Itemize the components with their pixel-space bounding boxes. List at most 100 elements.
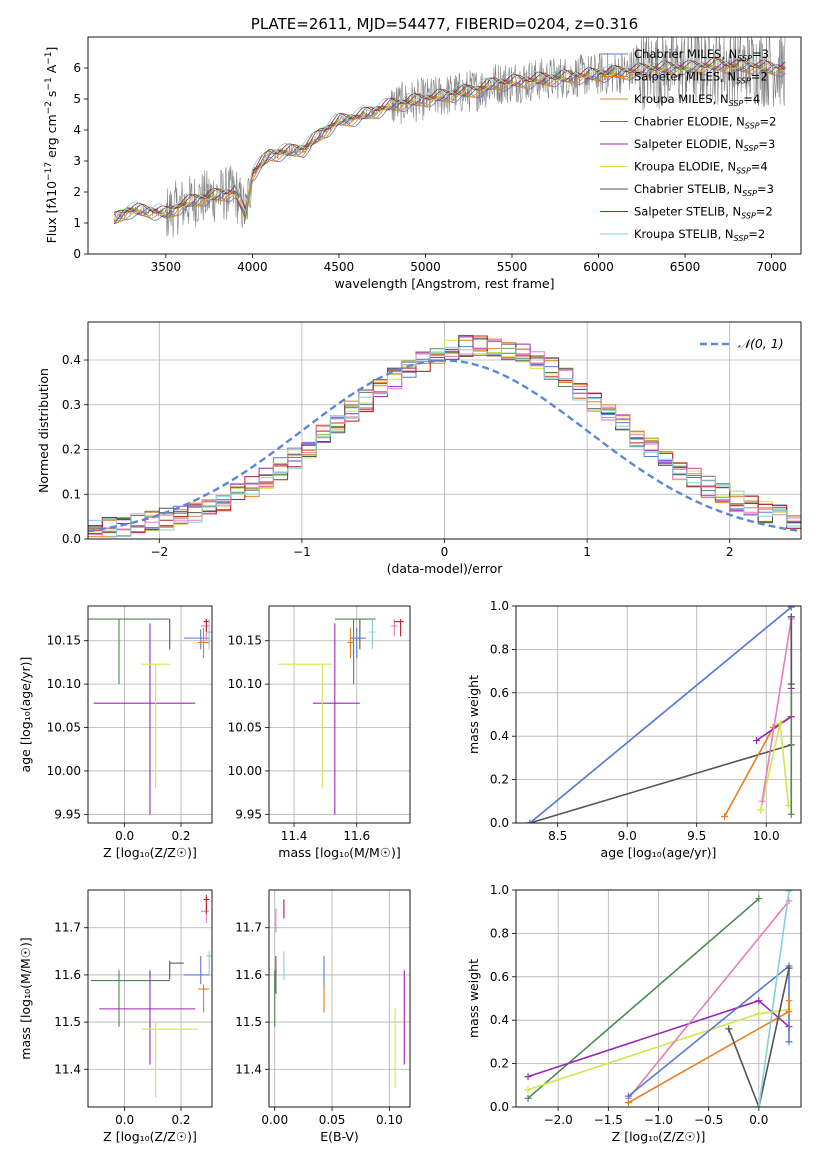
plot-area — [278, 618, 404, 815]
weight-line — [529, 606, 792, 823]
y-tick-label: 11.7 — [235, 921, 262, 935]
y-tick-label: 4 — [73, 123, 81, 137]
weight-marker — [755, 895, 763, 903]
weight-marker — [785, 1008, 793, 1016]
y-tick-label: 11.7 — [54, 921, 81, 935]
plot-area — [90, 894, 212, 1098]
x-tick-label: −2 — [150, 545, 168, 559]
weight-marker — [785, 897, 793, 905]
axes-frame — [87, 889, 213, 1108]
y-tick-label: 0.3 — [62, 398, 81, 412]
x-tick-label: 3500 — [151, 260, 182, 274]
weight-marker — [787, 810, 795, 818]
y-tick-label: 3 — [73, 154, 81, 168]
weight-marker — [787, 613, 795, 621]
y-tick-label: 0.2 — [490, 1057, 509, 1071]
y-tick-label: 0.0 — [62, 532, 81, 546]
y-tick-label: 10.10 — [228, 677, 262, 691]
panel-mass-vs-ebv: 0.00 0.05 0.10 11.4 11.5 11.6 11.7 E(B-V) — [235, 889, 411, 1144]
weight-line — [727, 967, 790, 1107]
legend-entry: Salpeter ELODIE, NSSP=3 — [634, 137, 775, 153]
y-tick-label: 0.4 — [62, 353, 81, 367]
y-axis-label: Normed distribution — [36, 368, 51, 493]
normal-curve — [88, 359, 801, 533]
x-axis-label: Z [log₁₀(Z/Z☉)] — [103, 1129, 197, 1144]
x-tick-label: 9.0 — [618, 829, 637, 843]
histogram-step — [88, 339, 801, 535]
y-tick-label: 10.05 — [228, 721, 262, 735]
legend-entry: Chabrier STELIB, NSSP=3 — [634, 182, 774, 198]
weight-marker — [755, 1010, 763, 1018]
x-tick-label: 5000 — [410, 260, 441, 274]
axes-frame — [87, 605, 213, 824]
y-tick-label: 11.4 — [235, 1062, 262, 1076]
weight-line — [529, 744, 792, 823]
x-tick-label: 9.5 — [687, 829, 706, 843]
legend-entry: Kroupa STELIB, NSSP=2 — [634, 227, 765, 243]
x-axis-label: age [log₁₀(age/yr)] — [601, 845, 717, 860]
x-axis-label: Z [log₁₀(Z/Z☉)] — [103, 845, 197, 860]
legend-entry: Kroupa ELODIE, NSSP=4 — [634, 160, 768, 176]
x-tick-label: 1 — [583, 545, 591, 559]
weight-marker — [524, 1086, 532, 1094]
x-tick-label: −0.5 — [694, 1113, 723, 1127]
panel-mass-vs-metallicity: 0.0 0.2 11.4 11.5 11.6 11.7 Z [log₁₀(Z/Z☉)] mas… — [18, 889, 213, 1144]
y-tick-label: 10.00 — [47, 764, 81, 778]
x-tick-label: 0.0 — [115, 829, 134, 843]
y-tick-label: 0 — [73, 247, 81, 261]
axes-frame — [87, 36, 802, 255]
axes-frame — [515, 889, 802, 1108]
x-tick-label: −2.0 — [544, 1113, 573, 1127]
y-axis-label: mass weight — [466, 675, 481, 754]
weight-marker — [524, 1094, 532, 1102]
legend-entry: Chabrier MILES, NSSP=3 — [634, 47, 769, 63]
x-tick-label: 2 — [726, 545, 734, 559]
histogram-step — [88, 335, 801, 535]
weight-marker — [755, 997, 763, 1005]
weight-line — [527, 898, 760, 1099]
x-tick-label: 11.6 — [343, 829, 370, 843]
y-tick-label: 0.2 — [62, 443, 81, 457]
weight-line — [756, 688, 793, 742]
y-tick-label: 10.15 — [228, 634, 262, 648]
y-tick-label: 0.1 — [62, 487, 81, 501]
x-tick-label: 0.0 — [749, 1113, 768, 1127]
x-tick-label: 0 — [441, 545, 449, 559]
y-tick-label: 0.0 — [490, 816, 509, 830]
weight-marker — [524, 1073, 532, 1081]
x-axis-label: Z [log₁₀(Z/Z☉)] — [612, 1129, 706, 1144]
x-tick-label: 5500 — [497, 260, 528, 274]
axes-frame — [268, 889, 411, 1108]
axes-frame — [515, 605, 802, 824]
weight-marker — [785, 1038, 793, 1046]
panel-residual-histogram: −2 −1 0 1 2 0.0 0.1 0.2 0.3 0.4 (data-model)/error… — [36, 321, 802, 576]
y-axis-label: mass [log₁₀(M/M☉)] — [18, 937, 33, 1059]
x-axis-label: (data-model)/error — [387, 561, 504, 576]
plot-area — [113, 37, 786, 238]
y-tick-label: 9.95 — [54, 807, 81, 821]
y-tick-label: 11.5 — [235, 1015, 262, 1029]
axes-frame — [268, 605, 411, 824]
legend-entry: Chabrier ELODIE, NSSP=2 — [634, 115, 776, 131]
panel-weight-vs-age: 8.5 9.0 9.5 10.0 0.0 0.2 0.4 0.6 0.8 1.0 age [log₁… — [466, 599, 802, 860]
weight-line — [627, 900, 790, 1099]
y-tick-label: 1.0 — [490, 883, 509, 897]
weight-marker — [785, 890, 793, 895]
legend-entry: Salpeter MILES, NSSP=2 — [634, 70, 768, 86]
x-tick-label: −1 — [293, 545, 311, 559]
weight-marker — [787, 680, 795, 688]
weight-marker — [624, 1092, 632, 1100]
y-tick-label: 10.05 — [47, 721, 81, 735]
y-tick-label: 1.0 — [490, 599, 509, 613]
x-tick-label: 11.4 — [281, 829, 308, 843]
weight-marker — [776, 719, 784, 727]
legend: 𝒩(0, 1) — [700, 336, 784, 351]
y-tick-label: 5 — [73, 92, 81, 106]
y-tick-label: 0.4 — [490, 1013, 509, 1027]
weight-marker — [757, 806, 765, 814]
panel-weight-vs-metallicity: −2.0 −1.5 −1.0 −0.5 0.0 0.0 0.2 0.4 0.6 0.8 1.0 Z [… — [466, 883, 802, 1144]
weight-marker — [785, 964, 793, 972]
panel-age-vs-metallicity: 0.0 0.2 9.95 10.00 10.05 10.10 10.15 Z [log₁₀(Z… — [18, 605, 213, 860]
y-tick-label: 0.2 — [490, 773, 509, 787]
